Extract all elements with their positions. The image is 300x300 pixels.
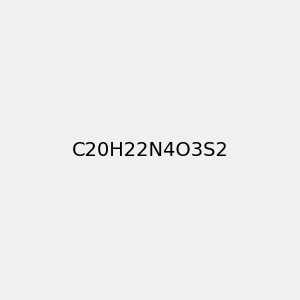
Text: C20H22N4O3S2: C20H22N4O3S2 bbox=[72, 140, 228, 160]
